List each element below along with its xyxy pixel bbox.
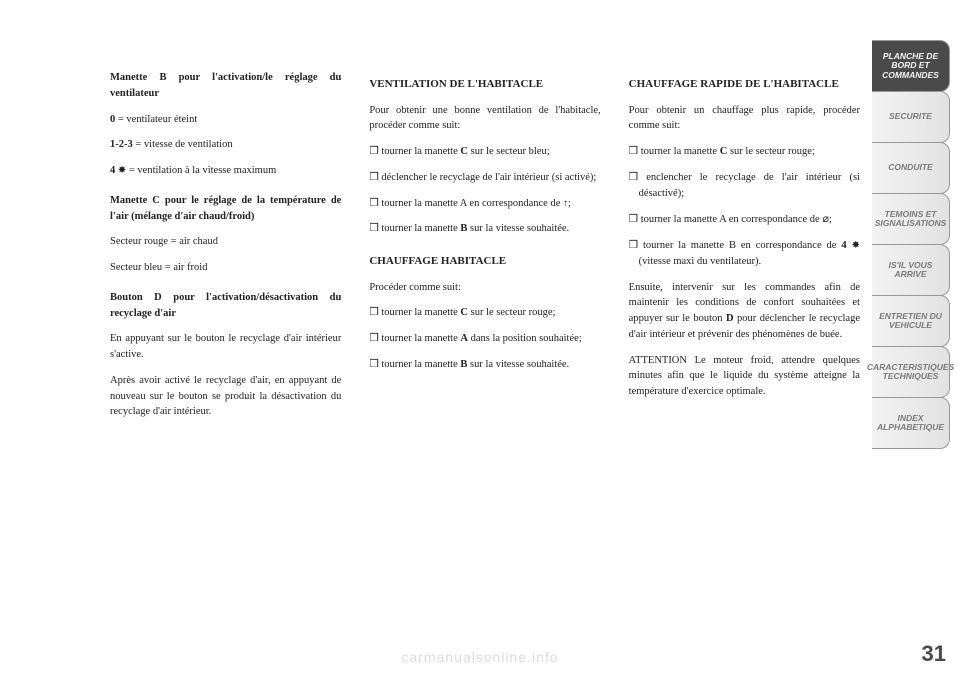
col3-para-comfort: Ensuite, intervenir sur les commandes af… (629, 280, 860, 343)
watermark-text: carmanualsonline.info (401, 649, 558, 665)
col2-intro-2: Procéder comme suit: (369, 280, 600, 296)
col3-heading-1: CHAUFFAGE RAPIDE DE L'HABITACLE (629, 76, 860, 93)
col2-li7: tourner la manette B sur la vitesse souh… (369, 357, 600, 373)
col3-para-attention: ATTENTION Le moteur froid, attendre quel… (629, 353, 860, 400)
col3-li4: tourner la manette B en correspondance d… (629, 238, 860, 270)
tab-index[interactable]: INDEX ALPHABETIQUE (872, 397, 950, 449)
column-2: VENTILATION DE L'HABITACLE Pour obtenir … (369, 70, 600, 630)
col1-line-vent-speed: 1-2-3 = vitesse de ventilation (110, 137, 341, 153)
fan-icon (118, 165, 126, 176)
defrost-icon (822, 214, 829, 225)
tab-entretien[interactable]: ENTRETIEN DU VEHICULE (872, 295, 950, 347)
col3-intro: Pour obtenir un chauffage plus rapide, p… (629, 103, 860, 135)
col1-para-recycle-on: En appuyant sur le bouton le recyclage d… (110, 331, 341, 363)
col1-line-vent-max: 4 = ventilation à la vitesse maximum (110, 163, 341, 179)
page-content: Manette B pour l'activation/le réglage d… (110, 70, 860, 630)
column-1: Manette B pour l'activation/le réglage d… (110, 70, 341, 630)
page-number: 31 (922, 641, 946, 667)
tab-temoins[interactable]: TEMOINS ET SIGNALISATIONS (872, 193, 950, 245)
tab-sil-vous-arrive[interactable]: IS'IL VOUS ARRIVE (872, 244, 950, 296)
col2-li1: tourner la manette C sur le secteur bleu… (369, 144, 600, 160)
col3-list: tourner la manette C sur le secteur roug… (629, 144, 860, 270)
col2-li2: déclencher le recyclage de l'air intérie… (369, 170, 600, 186)
col2-li3: tourner la manette A en correspondance d… (369, 196, 600, 212)
col3-li3: tourner la manette A en correspondance d… (629, 211, 860, 228)
col2-li4: tourner la manette B sur la vitesse souh… (369, 221, 600, 237)
col2-li5: tourner la manette C sur le secteur roug… (369, 305, 600, 321)
col2-list-1: tourner la manette C sur le secteur bleu… (369, 144, 600, 237)
col1-line-vent-off: 00 = ventilateur éteint = ventilateur ét… (110, 112, 341, 128)
col1-line-blue: Secteur bleu = air froid (110, 260, 341, 276)
col3-li2: enclencher le recyclage de l'air intérie… (629, 170, 860, 202)
col2-heading-1: VENTILATION DE L'HABITACLE (369, 76, 600, 93)
col1-heading-3: Bouton D pour l'activation/désactivation… (110, 290, 341, 322)
column-3: CHAUFFAGE RAPIDE DE L'HABITACLE Pour obt… (629, 70, 860, 630)
col1-para-recycle-off: Après avoir activé le recyclage d'air, e… (110, 373, 341, 420)
col3-li1: tourner la manette C sur le secteur roug… (629, 144, 860, 160)
section-tabs: PLANCHE DE BORD ET COMMANDES SECURITE CO… (872, 40, 950, 448)
col1-heading-2: Manette C pour le réglage de la températ… (110, 193, 341, 225)
tab-securite[interactable]: SECURITE (872, 91, 950, 143)
col2-intro-1: Pour obtenir une bonne ventilation de l'… (369, 103, 600, 135)
col2-heading-2: CHAUFFAGE HABITACLE (369, 253, 600, 270)
col1-line-red: Secteur rouge = air chaud (110, 234, 341, 250)
col2-li6: tourner la manette A dans la position so… (369, 331, 600, 347)
tab-conduite[interactable]: CONDUITE (872, 142, 950, 194)
col1-heading-1: Manette B pour l'activation/le réglage d… (110, 70, 341, 102)
fan-icon (852, 240, 860, 251)
tab-caracteristiques[interactable]: CARACTERISTIQUES TECHNIQUES (872, 346, 950, 398)
tab-planche-de-bord[interactable]: PLANCHE DE BORD ET COMMANDES (872, 40, 950, 92)
col2-list-2: tourner la manette C sur le secteur roug… (369, 305, 600, 372)
